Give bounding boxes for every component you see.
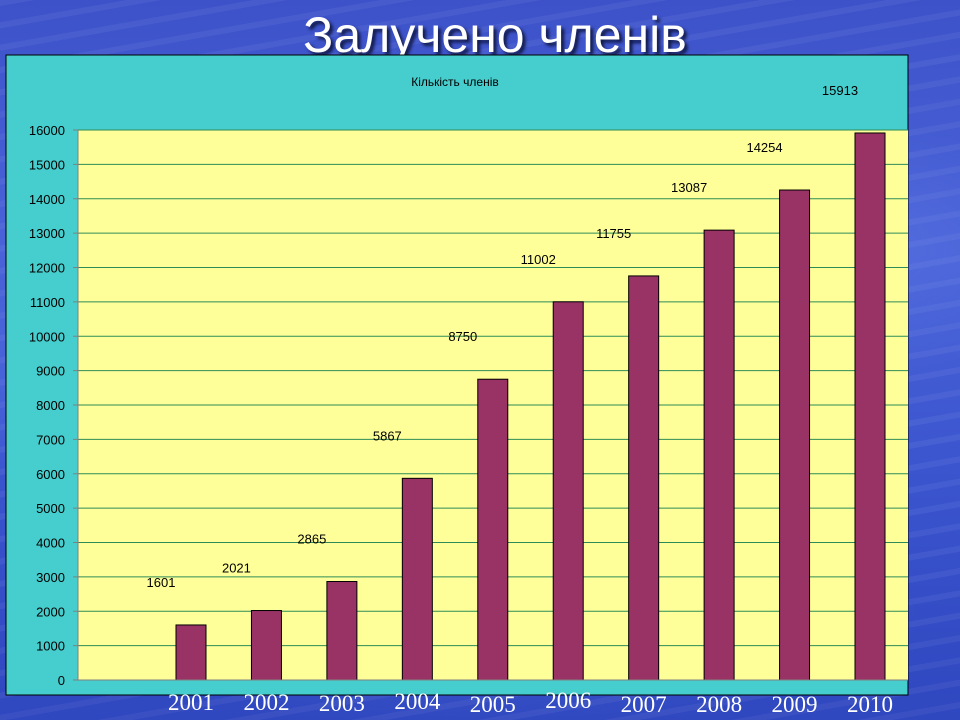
y-tick-label: 1000 <box>36 639 65 654</box>
slide-title: Залучено членів <box>303 7 687 63</box>
y-tick-label: 9000 <box>36 364 65 379</box>
y-tick-label: 2000 <box>36 604 65 619</box>
bars <box>175 132 886 681</box>
y-tick-label: 10000 <box>29 329 65 344</box>
data-label-2001: 1601 <box>147 575 176 590</box>
y-tick-label: 3000 <box>36 570 65 585</box>
category-label-2009: 2009 <box>772 692 818 717</box>
category-label-2010: 2010 <box>847 692 893 717</box>
y-tick-label: 11000 <box>30 295 65 310</box>
y-tick-label: 7000 <box>36 432 65 447</box>
bar-2010 <box>854 132 886 681</box>
data-label-2006: 11002 <box>521 252 556 267</box>
bar-2004 <box>401 477 433 681</box>
data-label-2003: 2865 <box>297 532 326 547</box>
data-label-2005: 8750 <box>448 329 477 344</box>
y-tick-label: 14000 <box>29 192 65 207</box>
category-label-2005: 2005 <box>470 692 516 717</box>
category-label-2007: 2007 <box>621 692 667 717</box>
y-tick-label: 6000 <box>36 467 65 482</box>
category-label-2008: 2008 <box>696 692 742 717</box>
category-label-2001: 2001 <box>168 690 214 715</box>
y-tick-label: 8000 <box>36 398 65 413</box>
data-label-2009: 14254 <box>746 140 782 155</box>
data-label-2010: 15913 <box>822 83 858 98</box>
bar-2001 <box>175 624 207 681</box>
bar-2006 <box>552 301 584 681</box>
y-axis: 0 1000 2000 3000 4000 5000 6000 7000 8000 9000 100… <box>29 123 78 688</box>
x-axis-categories: 2001 2002 2003 2004 2005 2006 2007 2008 2009 2010 <box>168 688 893 717</box>
y-tick-label: 4000 <box>36 536 65 551</box>
data-label-2002: 2021 <box>222 561 251 576</box>
data-label-2007: 11755 <box>596 226 631 241</box>
y-tick-label: 13000 <box>29 226 65 241</box>
y-tick-label: 15000 <box>29 157 65 172</box>
y-tick-label: 16000 <box>29 123 65 138</box>
category-label-2002: 2002 <box>243 690 289 715</box>
y-tick-label: 12000 <box>29 261 65 276</box>
bar-2002 <box>250 610 282 681</box>
y-tick-label: 0 <box>58 673 65 688</box>
y-tick-label: 5000 <box>36 501 65 516</box>
category-label-2003: 2003 <box>319 691 365 716</box>
chart-title: Кількість членів <box>411 75 499 89</box>
category-label-2006: 2006 <box>545 688 591 713</box>
bar-2005 <box>477 378 509 681</box>
data-label-2008: 13087 <box>671 180 707 195</box>
bar-2003 <box>326 581 358 681</box>
bar-2008 <box>703 229 735 681</box>
bar-2009 <box>779 189 811 681</box>
data-labels: 1601 2021 2865 5867 8750 11002 11755 13087 14254… <box>147 83 859 590</box>
category-label-2004: 2004 <box>394 689 441 714</box>
bar-2007 <box>628 275 660 681</box>
data-label-2004: 5867 <box>373 428 402 443</box>
